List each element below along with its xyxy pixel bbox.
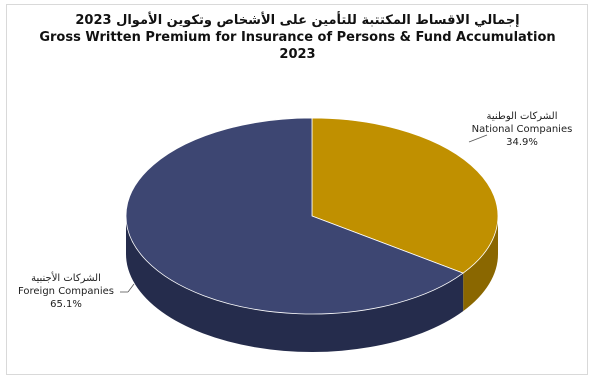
label-national-english: National Companies (471, 124, 573, 135)
pie-slice-1 (125, 117, 464, 315)
chart-title-year: 2023 (279, 47, 316, 62)
label-foreign-arabic: الشركات الأجنبية (31, 273, 101, 284)
data-label-foreign: الشركات الأجنبية Foreign Companies 65.1% (8, 272, 124, 311)
chart-title-arabic: إجمالي الاقساط المكتتبة للتأمين على الأش… (75, 13, 520, 28)
label-foreign-english: Foreign Companies (18, 286, 114, 297)
pie-slice-0 (311, 117, 499, 274)
label-foreign-percent: 65.1% (50, 299, 82, 310)
leader-line-foreign-d (127, 283, 135, 293)
chart-title-english: Gross Written Premium for Insurance of P… (39, 30, 556, 45)
label-national-arabic: الشركات الوطنية (486, 111, 558, 122)
leader-line-national (468, 134, 488, 143)
pie-side-1 (126, 216, 464, 352)
pie-side-0 (463, 216, 498, 312)
data-label-national: الشركات الوطنية National Companies 34.9% (452, 110, 592, 149)
label-national-percent: 34.9% (506, 137, 538, 148)
